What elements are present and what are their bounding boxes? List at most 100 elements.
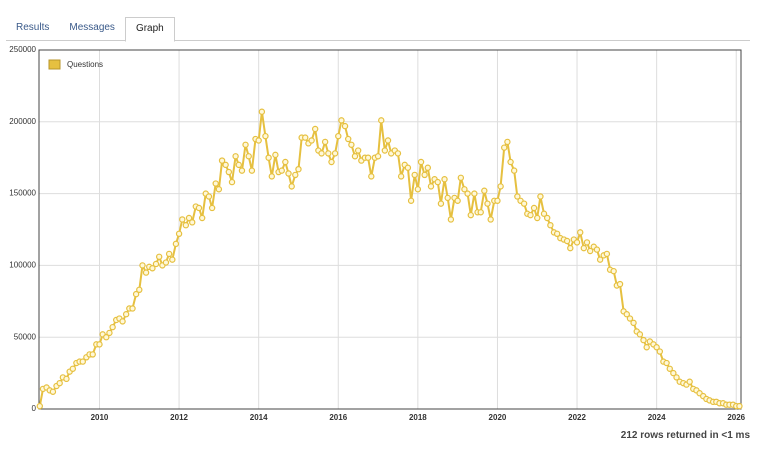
- x-tick-label: 2026: [727, 413, 745, 422]
- plot-frame: [38, 49, 742, 410]
- tab[interactable]: Graph: [124, 17, 175, 42]
- data-point: [686, 378, 693, 385]
- data-point: [656, 348, 664, 355]
- data-point: [553, 230, 561, 238]
- data-point: [96, 341, 103, 348]
- data-point: [534, 214, 541, 222]
- data-point: [255, 137, 262, 144]
- tab-bar: Results Messages Graph: [6, 16, 750, 42]
- data-point: [487, 216, 494, 223]
- data-point: [603, 250, 611, 258]
- data-point: [497, 183, 504, 190]
- data-point: [673, 374, 680, 381]
- data-point: [89, 351, 96, 358]
- data-point: [165, 250, 173, 258]
- data-point: [368, 173, 375, 180]
- data-point: [596, 256, 604, 263]
- data-point: [530, 204, 538, 212]
- y-tick-label: 0: [32, 404, 37, 413]
- y-tick-label: 200000: [9, 117, 36, 126]
- data-point: [626, 315, 634, 322]
- x-tick-label: 2024: [648, 413, 666, 422]
- data-point: [155, 253, 163, 260]
- y-tick-label: 50000: [14, 332, 37, 341]
- data-point: [567, 244, 574, 252]
- data-point: [381, 147, 389, 154]
- data-point: [295, 165, 302, 173]
- data-point: [484, 200, 491, 207]
- data-point: [212, 180, 219, 187]
- data-point: [427, 183, 435, 190]
- data-point: [454, 197, 461, 204]
- data-point: [331, 150, 339, 157]
- data-point: [152, 260, 160, 268]
- data-point: [464, 190, 471, 197]
- y-tick-label: 150000: [9, 189, 36, 198]
- data-point: [573, 239, 581, 246]
- data-point: [182, 221, 190, 229]
- data-point: [374, 153, 382, 160]
- tab[interactable]: Messages: [69, 22, 115, 33]
- data-point: [527, 211, 534, 219]
- data-point: [242, 141, 249, 148]
- data-point: [593, 246, 601, 253]
- data-point: [205, 193, 213, 200]
- data-point: [282, 158, 289, 166]
- data-point: [208, 204, 216, 212]
- data-point: [510, 167, 518, 174]
- data-point: [139, 262, 146, 269]
- data-point: [345, 135, 352, 143]
- y-tick-label: 100000: [9, 261, 36, 270]
- data-point: [63, 375, 70, 383]
- data-point: [36, 402, 43, 410]
- data-point: [514, 193, 521, 200]
- data-point: [384, 137, 392, 144]
- data-point: [563, 237, 571, 245]
- data-point: [49, 388, 57, 395]
- data-point: [507, 158, 514, 166]
- data-point: [272, 151, 279, 159]
- data-point: [132, 290, 140, 298]
- x-tick-label: 2010: [91, 413, 109, 422]
- data-point: [471, 190, 478, 197]
- data-point: [481, 187, 488, 194]
- data-point: [424, 164, 432, 171]
- data-point: [225, 168, 233, 176]
- data-point: [537, 193, 544, 200]
- data-point: [268, 173, 276, 180]
- data-point: [580, 244, 588, 252]
- data-point: [175, 230, 183, 238]
- data-point: [414, 186, 422, 193]
- data-point: [494, 197, 501, 204]
- data-point: [364, 154, 372, 161]
- data-point: [421, 171, 428, 179]
- data-point: [610, 267, 617, 275]
- data-point: [285, 170, 292, 177]
- data-point: [328, 158, 335, 166]
- data-point: [292, 171, 299, 179]
- data-point: [258, 108, 266, 115]
- data-point: [162, 259, 170, 266]
- data-point: [129, 305, 136, 312]
- data-point: [185, 214, 193, 222]
- data-point: [670, 369, 677, 377]
- data-point: [338, 117, 345, 124]
- data-point: [543, 214, 551, 222]
- data-point: [643, 344, 650, 351]
- x-tick-label: 2020: [489, 413, 507, 422]
- tab[interactable]: Results: [16, 22, 50, 33]
- data-point: [149, 265, 156, 272]
- data-point: [407, 197, 415, 204]
- data-point: [248, 167, 256, 174]
- data-point: [318, 150, 325, 157]
- data-point: [434, 178, 441, 186]
- data-point: [103, 334, 110, 341]
- y-tick-label: 250000: [9, 45, 36, 54]
- data-point: [335, 132, 342, 140]
- data-point: [198, 214, 206, 222]
- data-point: [238, 167, 246, 174]
- data-point: [69, 365, 77, 372]
- data-point: [56, 379, 63, 387]
- data-point: [447, 216, 455, 223]
